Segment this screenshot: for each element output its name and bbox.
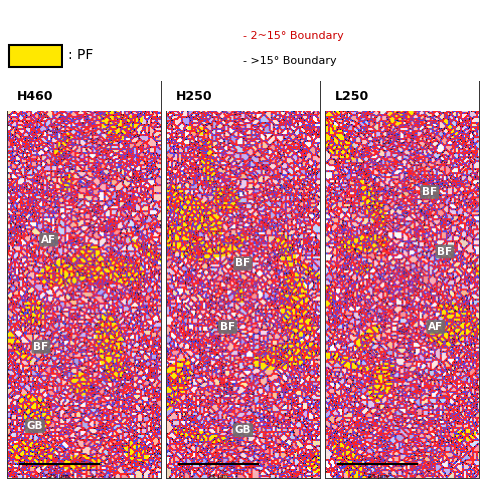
- Bar: [7, 81, 160, 111]
- Text: AF: AF: [428, 322, 443, 332]
- Bar: [326, 81, 479, 111]
- Text: H250: H250: [175, 90, 212, 103]
- Text: 25 μm: 25 μm: [367, 474, 387, 479]
- Text: BF: BF: [235, 258, 251, 269]
- Text: GB: GB: [27, 421, 43, 431]
- Text: - 2~15° Boundary: - 2~15° Boundary: [243, 31, 344, 41]
- Text: GB: GB: [235, 425, 251, 435]
- Bar: [166, 81, 320, 111]
- Text: L250: L250: [335, 90, 369, 103]
- Text: AF: AF: [41, 235, 56, 245]
- Text: 25 μm: 25 μm: [208, 474, 228, 479]
- Text: BF: BF: [34, 342, 49, 352]
- Text: - >15° Boundary: - >15° Boundary: [243, 56, 337, 66]
- Text: BF: BF: [437, 246, 452, 257]
- Text: : PF: : PF: [68, 49, 93, 62]
- Text: BF: BF: [422, 187, 437, 197]
- Text: H460: H460: [17, 90, 53, 103]
- Text: BF: BF: [220, 322, 235, 332]
- Text: 25 μm: 25 μm: [50, 474, 69, 479]
- FancyBboxPatch shape: [9, 45, 62, 67]
